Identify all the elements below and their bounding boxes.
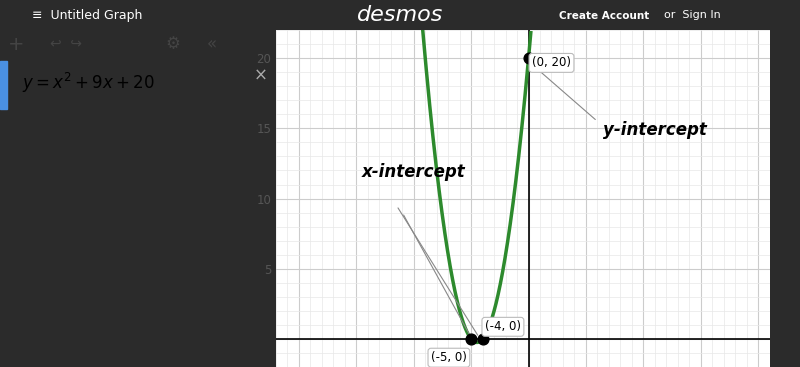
Bar	[0, 61, 7, 109]
Text: ↩  ↪: ↩ ↪	[50, 37, 82, 51]
Text: or  Sign In: or Sign In	[664, 10, 721, 20]
Text: desmos: desmos	[357, 5, 443, 25]
Text: «: «	[207, 35, 217, 53]
Text: y-intercept: y-intercept	[603, 121, 707, 139]
Text: ×: ×	[254, 66, 268, 85]
Text: +: +	[8, 34, 25, 54]
Text: $y = x^2 + 9x + 20$: $y = x^2 + 9x + 20$	[22, 71, 154, 95]
Text: (-5, 0): (-5, 0)	[431, 351, 467, 364]
Text: x-intercept: x-intercept	[362, 163, 466, 182]
Text: Create Account: Create Account	[559, 11, 649, 21]
Point	[476, 336, 489, 342]
Text: (-4, 0): (-4, 0)	[485, 320, 521, 333]
Point	[522, 55, 535, 61]
Text: ⚙: ⚙	[166, 35, 181, 53]
Point	[465, 336, 478, 342]
Text: (0, 20): (0, 20)	[532, 57, 571, 69]
Text: ≡  Untitled Graph: ≡ Untitled Graph	[32, 8, 142, 22]
